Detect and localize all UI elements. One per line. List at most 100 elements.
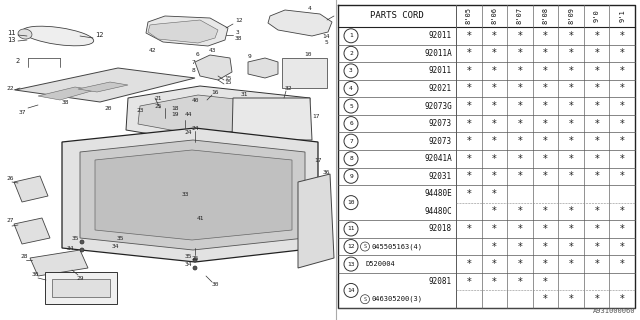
Circle shape (344, 152, 358, 166)
Polygon shape (232, 98, 312, 140)
Text: 5: 5 (324, 39, 328, 44)
Text: *: * (620, 84, 625, 93)
Text: *: * (492, 259, 497, 269)
Text: 92011: 92011 (429, 67, 452, 76)
Text: 8'08: 8'08 (543, 7, 548, 25)
Text: 9'1: 9'1 (620, 10, 625, 22)
Text: *: * (543, 48, 548, 58)
Text: *: * (595, 48, 599, 58)
Text: *: * (595, 171, 599, 181)
Polygon shape (38, 87, 95, 100)
Text: 92011: 92011 (429, 31, 452, 40)
Circle shape (360, 295, 369, 304)
Text: 10: 10 (348, 200, 355, 205)
Text: *: * (620, 259, 625, 269)
Text: 13: 13 (7, 37, 15, 43)
Text: *: * (595, 224, 599, 234)
Text: *: * (518, 259, 522, 269)
Text: *: * (492, 277, 497, 287)
Text: 15: 15 (224, 81, 232, 85)
Text: *: * (569, 294, 573, 304)
Text: 92073: 92073 (429, 119, 452, 128)
Text: 8'06: 8'06 (492, 7, 497, 25)
Text: 92011A: 92011A (424, 49, 452, 58)
Text: *: * (518, 84, 522, 93)
Text: *: * (569, 101, 573, 111)
Text: 22: 22 (6, 85, 13, 91)
Text: 13: 13 (348, 261, 355, 267)
Circle shape (344, 134, 358, 148)
Text: *: * (620, 206, 625, 216)
Text: *: * (467, 66, 471, 76)
Text: 24: 24 (184, 130, 192, 134)
Ellipse shape (22, 26, 93, 46)
Text: *: * (595, 242, 599, 252)
Text: 21: 21 (154, 95, 162, 100)
Text: *: * (620, 119, 625, 129)
Text: 20: 20 (104, 106, 112, 110)
Text: *: * (620, 154, 625, 164)
Text: 38: 38 (61, 100, 68, 106)
Bar (52, 279, 110, 297)
Text: *: * (543, 154, 548, 164)
Text: D520004: D520004 (365, 261, 395, 267)
Text: *: * (620, 48, 625, 58)
Text: *: * (467, 224, 471, 234)
Text: 3: 3 (236, 29, 240, 35)
Text: *: * (518, 31, 522, 41)
Text: *: * (543, 224, 548, 234)
Text: *: * (518, 277, 522, 287)
Text: *: * (595, 101, 599, 111)
Text: *: * (467, 119, 471, 129)
Text: *: * (467, 136, 471, 146)
Text: *: * (569, 48, 573, 58)
Text: 38: 38 (234, 36, 242, 41)
Text: *: * (518, 206, 522, 216)
Text: 10: 10 (304, 52, 312, 58)
Circle shape (344, 64, 358, 78)
Text: 25: 25 (191, 255, 199, 260)
Circle shape (344, 99, 358, 113)
Text: 94480E: 94480E (424, 189, 452, 198)
Text: *: * (620, 101, 625, 111)
Text: *: * (620, 224, 625, 234)
Text: 34: 34 (111, 244, 119, 249)
Text: 92041A: 92041A (424, 154, 452, 163)
Polygon shape (62, 128, 318, 262)
Text: 6: 6 (349, 121, 353, 126)
Polygon shape (298, 174, 334, 268)
Text: *: * (595, 259, 599, 269)
Text: 92018: 92018 (429, 224, 452, 234)
Text: 14: 14 (348, 288, 355, 293)
Text: *: * (569, 242, 573, 252)
Text: *: * (595, 154, 599, 164)
Text: 19: 19 (172, 113, 179, 117)
Text: 4: 4 (349, 86, 353, 91)
Circle shape (344, 29, 358, 43)
Text: 12: 12 (348, 244, 355, 249)
Text: *: * (569, 31, 573, 41)
Text: *: * (595, 84, 599, 93)
Text: 36: 36 (323, 170, 330, 174)
Text: 9: 9 (349, 174, 353, 179)
Text: *: * (518, 154, 522, 164)
Text: 34: 34 (184, 262, 192, 268)
Text: *: * (543, 242, 548, 252)
Text: *: * (543, 277, 548, 287)
Text: 94480C: 94480C (424, 207, 452, 216)
Circle shape (360, 242, 369, 251)
Text: *: * (492, 224, 497, 234)
Text: 23: 23 (136, 108, 144, 113)
Text: *: * (518, 48, 522, 58)
Circle shape (80, 248, 84, 252)
Polygon shape (268, 10, 332, 36)
Text: 17: 17 (314, 157, 322, 163)
Text: *: * (492, 136, 497, 146)
Text: *: * (518, 242, 522, 252)
Text: *: * (620, 136, 625, 146)
Text: *: * (620, 171, 625, 181)
Polygon shape (30, 250, 88, 276)
Text: 7: 7 (349, 139, 353, 144)
Text: 17: 17 (312, 114, 320, 118)
Text: 43: 43 (208, 47, 216, 52)
